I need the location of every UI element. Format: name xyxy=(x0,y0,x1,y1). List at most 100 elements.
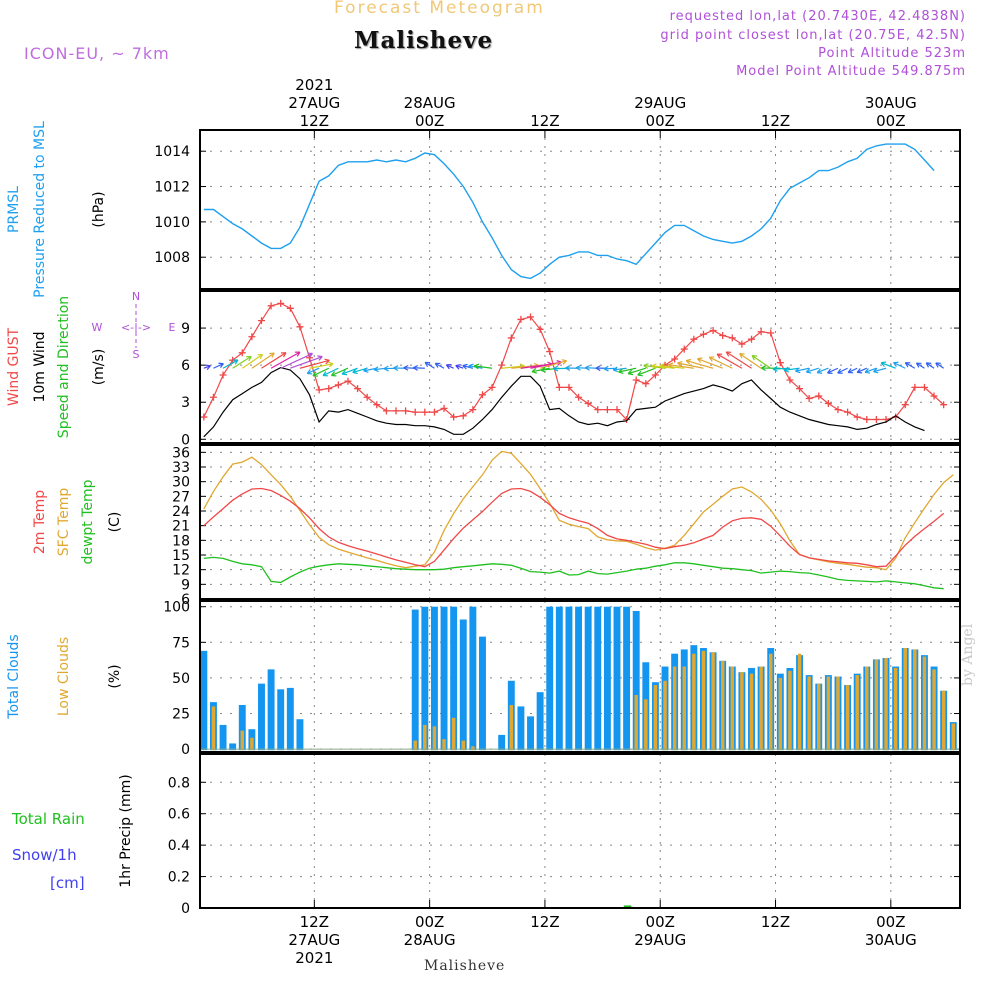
gust-marker xyxy=(402,407,410,415)
wind-arrow-head xyxy=(696,357,703,363)
wind-arrow-head xyxy=(837,368,843,374)
low-cloud-bar xyxy=(797,653,802,751)
wind-arrow xyxy=(455,364,464,369)
gust-marker xyxy=(440,404,448,412)
low-cloud-bar xyxy=(855,675,859,751)
gust-marker xyxy=(584,399,592,407)
low-cloud-bar xyxy=(826,676,831,751)
wind-arrow xyxy=(935,362,945,369)
wind-arrow xyxy=(643,364,666,369)
wind-arrow xyxy=(241,353,263,369)
wind-arrow-head xyxy=(324,358,330,365)
total-cloud-bar xyxy=(632,610,640,751)
temp-2m-line xyxy=(203,487,945,568)
total-cloud-bar xyxy=(623,606,631,751)
compass-w: W xyxy=(92,321,103,334)
total-cloud-bar xyxy=(411,609,419,751)
gust-marker xyxy=(267,302,275,310)
gust-marker xyxy=(911,383,919,391)
wind-arrow xyxy=(474,365,493,369)
gust-marker xyxy=(671,355,679,363)
gust-marker xyxy=(200,413,208,421)
low-cloud-bar xyxy=(240,730,245,751)
y-tick-label: 27 xyxy=(172,489,190,505)
panel-frame xyxy=(199,444,961,600)
total-cloud-bar xyxy=(459,619,467,751)
wind-arrow-head xyxy=(218,362,224,368)
y-tick-label: 25 xyxy=(172,707,190,723)
wind-arrow xyxy=(501,365,525,369)
wind-arrow-head xyxy=(637,370,643,377)
gust-marker xyxy=(863,416,871,424)
gust-marker xyxy=(623,416,631,424)
wind-arrow xyxy=(795,367,810,372)
wind-arrow xyxy=(627,367,646,375)
footer-place: Malisheve xyxy=(424,958,506,974)
point-altitude: Point Altitude 523m xyxy=(818,46,966,61)
wind-arrow xyxy=(816,367,829,374)
gust-marker xyxy=(699,330,707,338)
unit-label: 1hr Precip (mm) xyxy=(118,774,134,887)
wind-arrow-head xyxy=(816,368,823,374)
wind-arrow-head xyxy=(725,351,732,357)
requested-location: requested lon,lat (20.7430E, 42.4838N) xyxy=(669,9,966,24)
wind-arrow xyxy=(725,351,752,369)
y-axis-label: dewpt Temp xyxy=(80,479,96,564)
y-tick-label: 33 xyxy=(172,460,190,476)
gust-marker xyxy=(527,313,535,321)
wind-arrow-head xyxy=(643,363,649,369)
panel-frame xyxy=(199,129,961,290)
low-cloud-bar xyxy=(711,652,715,751)
wind-arrow-head xyxy=(317,355,323,361)
gust-marker xyxy=(738,340,746,348)
wind-arrow xyxy=(251,352,275,369)
y-tick-label: 75 xyxy=(172,635,190,651)
wind-arrow-head xyxy=(739,352,745,359)
gust-marker xyxy=(680,345,688,353)
wind-arrow-head xyxy=(856,368,863,374)
wind-arrow xyxy=(331,367,349,377)
gust-marker xyxy=(488,383,496,391)
wind-arrow xyxy=(312,367,330,377)
gust-marker xyxy=(507,334,515,342)
low-cloud-bar xyxy=(250,737,254,751)
gust-marker xyxy=(469,406,477,414)
y-tick-label: 9 xyxy=(181,321,190,337)
top-time-label: 29AUG xyxy=(634,94,686,112)
low-cloud-bar xyxy=(432,726,437,751)
low-cloud-bar xyxy=(951,723,956,751)
y-tick-label: 30 xyxy=(172,475,190,491)
gust-marker xyxy=(555,383,563,391)
bottom-time-label: 27AUG xyxy=(288,931,340,949)
wind-arrow xyxy=(716,353,743,369)
y-tick-label: 0.8 xyxy=(168,775,190,791)
wind-arrow-head xyxy=(925,362,932,368)
wind-arrow-head xyxy=(827,368,833,374)
wind-arrow-head xyxy=(434,362,441,368)
gust-marker xyxy=(334,381,342,389)
bottom-time-label: 00Z xyxy=(876,913,905,931)
credit-watermark: by Angel xyxy=(960,623,976,686)
wind-arrow xyxy=(668,364,694,369)
wind-arrow xyxy=(880,362,896,369)
wind-arrow xyxy=(222,359,239,369)
total-cloud-bar xyxy=(286,687,294,751)
low-cloud-bar xyxy=(941,690,946,751)
total-cloud-bar xyxy=(200,650,208,751)
low-cloud-bar xyxy=(845,685,850,751)
wind-arrow-head xyxy=(761,365,767,372)
wind-arrow-head xyxy=(462,363,468,370)
top-time-label: 2021 xyxy=(295,76,333,94)
place-title: Malisheve xyxy=(354,27,494,54)
gust-marker xyxy=(411,408,419,416)
gust-marker xyxy=(690,335,698,343)
gust-marker xyxy=(920,383,928,391)
total-cloud-bar xyxy=(296,719,304,751)
y-tick-label: 18 xyxy=(172,533,190,549)
total-cloud-bar xyxy=(450,606,458,751)
low-cloud-bar xyxy=(509,704,514,751)
wind-arrow-head xyxy=(677,360,683,367)
low-cloud-bar xyxy=(211,706,216,751)
low-cloud-bar xyxy=(442,739,446,751)
